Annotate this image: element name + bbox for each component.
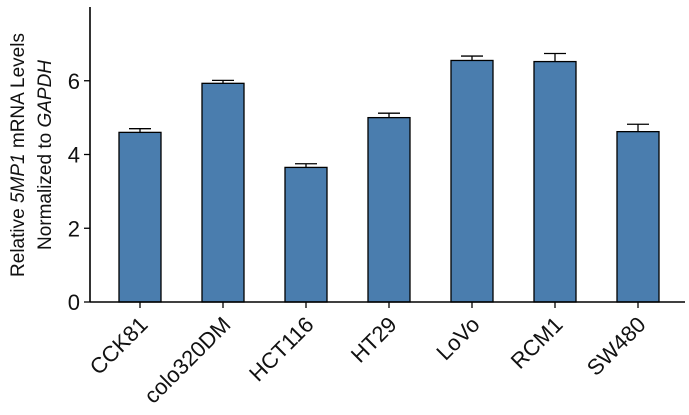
y-axis-label-line-1: Relative 5MP1 mRNA Levels <box>8 33 29 277</box>
y-label-text: mRNA Levels <box>8 33 29 153</box>
y-tick-label: 6 <box>68 69 80 94</box>
bar-hct116 <box>284 166 328 303</box>
bar-sw480 <box>616 130 660 303</box>
y-label-gene: GAPDH <box>35 60 56 128</box>
bar-colo320dm <box>201 82 245 303</box>
x-tick-label: colo320DM <box>139 312 235 408</box>
y-tick-label: 0 <box>68 290 80 315</box>
x-tick-label: HCT116 <box>244 312 318 386</box>
y-axis-label-line-2: Normalized to GAPDH <box>35 60 56 250</box>
y-label-gene: 5MP1 <box>8 153 29 203</box>
bar-cck81 <box>118 131 162 303</box>
error-bars-group <box>129 52 649 168</box>
x-tick-label: CCK81 <box>85 312 153 380</box>
y-label-text: Normalized to <box>35 128 56 251</box>
y-ticks-group: 0 2 4 6 <box>68 69 90 315</box>
y-tick-label: 2 <box>68 216 80 241</box>
bar-rcm1 <box>533 60 577 303</box>
y-label-text: Relative <box>8 203 29 277</box>
x-tick-label: HT29 <box>346 312 402 368</box>
bars-group <box>118 59 660 303</box>
x-tick-label: RCM1 <box>506 312 568 374</box>
bar-ht29 <box>367 116 411 303</box>
bar-lovo <box>450 59 494 303</box>
y-tick-label: 4 <box>68 143 80 168</box>
x-tick-label: LoVo <box>431 312 484 365</box>
y-axis-label: Relative 5MP1 mRNA Levels Normalized to … <box>8 33 56 277</box>
x-tick-label: SW480 <box>582 312 651 381</box>
